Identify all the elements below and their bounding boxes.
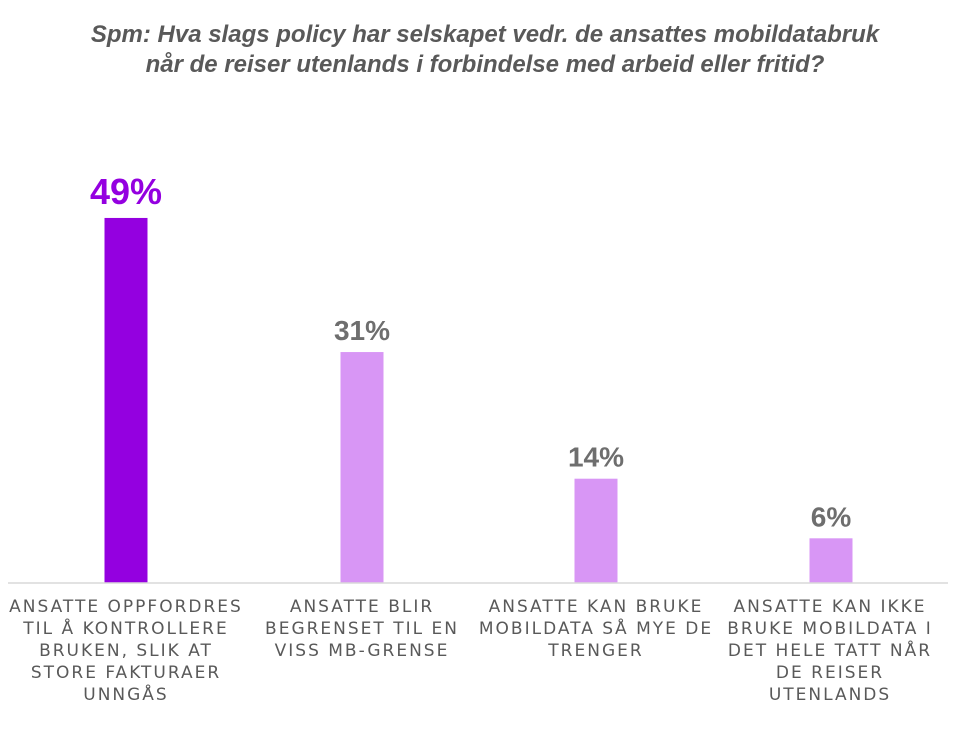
bars-layer	[104, 217, 853, 583]
bar-1	[104, 217, 148, 583]
value-labels-layer: 49% 31% 14% 6%	[90, 171, 851, 532]
chart-title-line-2: når de reiser utenlands i forbindelse me…	[145, 51, 825, 78]
chart-title: Spm: Hva slags policy har selskapet vedr…	[20, 20, 950, 80]
category-label-2: ANSATTE BLIR BEGRENSET TIL EN VISS MB-GR…	[265, 597, 459, 661]
value-label-2: 31%	[334, 315, 390, 346]
value-label-1: 49%	[90, 171, 162, 212]
bar-2	[340, 352, 384, 583]
chart-title-line-1: Spm: Hva slags policy har selskapet vedr…	[90, 21, 880, 48]
value-label-3: 14%	[568, 442, 624, 473]
category-label-3: ANSATTE KAN BRUKE MOBILDATA SÅ MYE DE TR…	[478, 597, 714, 661]
bar-4	[809, 538, 853, 583]
category-label-4: ANSATTE KAN IKKE BRUKE MOBILDATA I DET H…	[727, 597, 933, 705]
category-label-1: ANSATTE OPPFORDRES TIL Å KONTROLLERE BRU…	[9, 597, 243, 705]
value-label-4: 6%	[811, 501, 852, 532]
bar-3	[574, 478, 618, 583]
